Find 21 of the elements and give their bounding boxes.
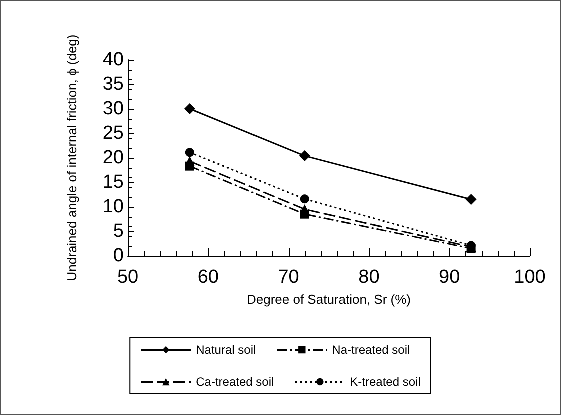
y-tick-label: 15 bbox=[102, 172, 124, 193]
y-tick-label: 35 bbox=[102, 74, 124, 95]
x-tick-label: 100 bbox=[514, 267, 546, 288]
y-tick-label: 40 bbox=[102, 50, 124, 70]
x-tick-label: 90 bbox=[439, 267, 460, 288]
y-tick-label: 10 bbox=[102, 196, 124, 218]
legend-label: Na-treated soil bbox=[332, 343, 410, 357]
legend-label: K-treated soil bbox=[350, 375, 421, 389]
legend-label: Natural soil bbox=[196, 343, 256, 357]
y-tick-label: 0 bbox=[113, 246, 124, 266]
y-tick-label: 5 bbox=[113, 221, 124, 242]
y-axis-title: Undrained angle of internal friction, ϕ (deg) bbox=[64, 34, 80, 282]
x-axis-title: Degree of Saturation, Sr (%) bbox=[246, 292, 412, 307]
y-tick-label: 20 bbox=[102, 148, 124, 168]
x-tick-label: 50 bbox=[117, 267, 139, 288]
legend-label: Ca-treated soil bbox=[196, 375, 274, 389]
x-tick-label: 80 bbox=[358, 267, 380, 288]
x-tick-label: 70 bbox=[278, 267, 300, 288]
x-tick-label: 60 bbox=[198, 267, 219, 288]
y-tick-label: 30 bbox=[102, 98, 124, 120]
y-tick-label: 25 bbox=[102, 123, 124, 144]
